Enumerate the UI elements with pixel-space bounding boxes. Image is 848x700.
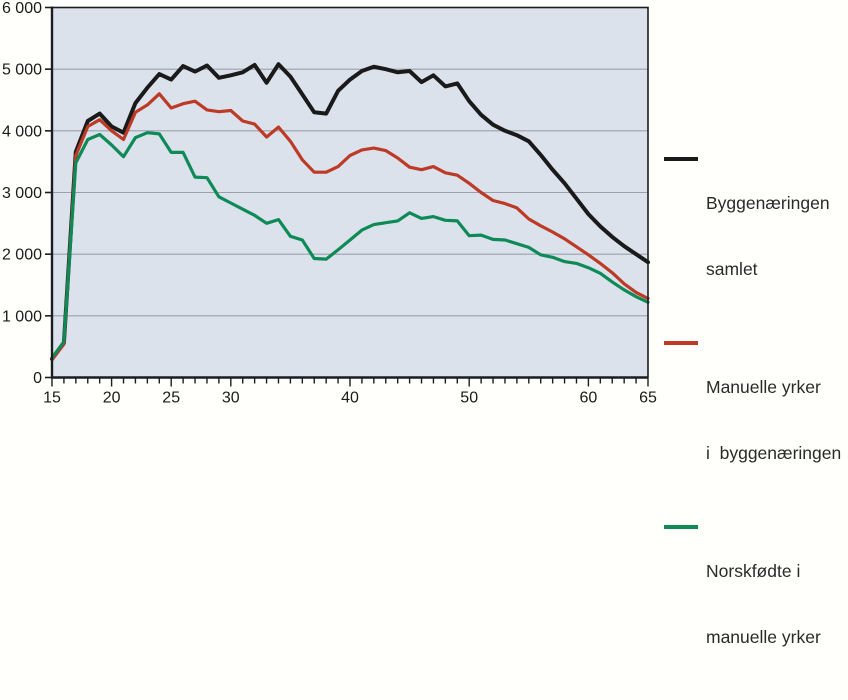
x-tick-label: 50: [460, 390, 478, 407]
legend-label-line1: Byggenæringen: [706, 193, 830, 213]
x-tick-label: 15: [43, 390, 61, 407]
legend-label-line1: Manuelle yrker: [706, 377, 821, 397]
legend-label-line2: manuelle yrker: [706, 627, 821, 647]
chart-figure: 0 1 000 2 000 3 000 4 000 5 000 6 000 15 20 25 30 4…: [2, 0, 841, 647]
y-tick-label: 6 000: [2, 0, 42, 17]
line-chart: 0 1 000 2 000 3 000 4 000 5 000 6 000 15 20 25 30 4…: [2, 0, 657, 407]
legend-label-line2: i byggenæringen: [706, 443, 842, 463]
x-tick-label: 40: [341, 390, 359, 407]
series-line-2: [50, 131, 650, 360]
legend-label: Manuelle yrker i byggenæringen: [706, 332, 841, 508]
chart-legend: Byggenæringen samlet Manuelle yrker i by…: [664, 148, 848, 700]
series-line-1: [50, 92, 650, 362]
legend-item-norskfodte: Norskfødte i manuelle yrker: [664, 516, 848, 692]
x-tick-label: 20: [103, 390, 121, 407]
legend-label-line2: samlet: [706, 259, 758, 279]
y-tick-label: 1 000: [2, 308, 42, 325]
x-tick-label: 60: [580, 390, 598, 407]
x-tick-label: 25: [162, 390, 180, 407]
y-tick-label: 2 000: [2, 247, 42, 264]
legend-swatch-black-line: [664, 157, 698, 161]
legend-label: Norskfødte i manuelle yrker: [706, 516, 821, 692]
legend-swatch-red-line: [664, 341, 698, 345]
series-line-0: [50, 62, 650, 361]
legend-label: Byggenæringen samlet: [706, 148, 830, 324]
y-tick-label: 4 000: [2, 123, 42, 140]
y-tick-label: 0: [33, 370, 42, 387]
legend-item-byggenaeringen-samlet: Byggenæringen samlet: [664, 148, 848, 324]
legend-label-line1: Norskfødte i: [706, 561, 801, 581]
chart-svg: 0 1 000 2 000 3 000 4 000 5 000 6 000 15 20 25 30 4…: [2, 0, 657, 407]
y-tick-label: 3 000: [2, 185, 42, 202]
legend-swatch-green-line: [664, 525, 698, 529]
x-tick-label: 30: [222, 390, 240, 407]
legend-item-manuelle-yrker: Manuelle yrker i byggenæringen: [664, 332, 848, 508]
x-tick-label: 65: [639, 390, 657, 407]
y-tick-label: 5 000: [2, 62, 42, 79]
